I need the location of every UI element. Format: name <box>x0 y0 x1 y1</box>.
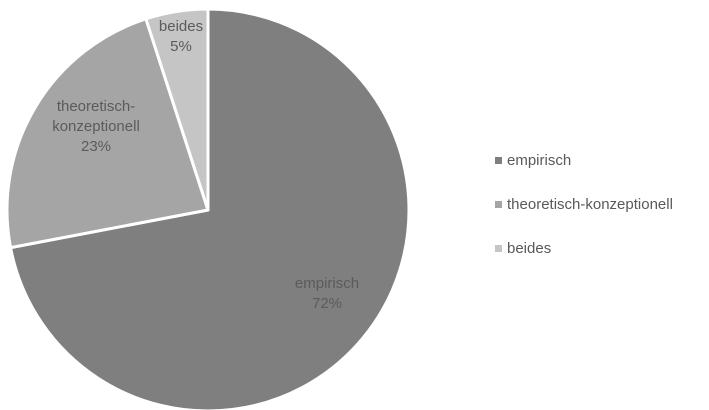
legend-item-beides: beides <box>495 238 707 258</box>
pie-slice-empirisch <box>9 7 411 410</box>
legend-swatch-theoretisch-konzeptionell <box>495 200 502 208</box>
data-label-theoretisch-konzeptionell-line-1: theoretisch- <box>57 98 135 115</box>
data-label-empirisch-line-2: 72% <box>312 295 342 312</box>
legend-label-theoretisch-konzeptionell: theoretisch-konzeptionell <box>507 195 673 213</box>
legend-item-theoretisch-konzeptionell: theoretisch-konzeptionell <box>495 194 707 214</box>
data-label-empirisch-line-1: empirisch <box>295 275 359 292</box>
legend-label-beides: beides <box>507 239 552 257</box>
legend-swatch-empirisch <box>495 156 502 164</box>
data-label-theoretisch-konzeptionell-line-3: 23% <box>81 138 111 155</box>
data-label-beides-line-2: 5% <box>170 38 192 55</box>
pie-slice-theoretisch-konzeptionell <box>5 17 210 250</box>
chart-legend: empirisch theoretisch-konzeptionell beid… <box>495 150 707 282</box>
legend-item-empirisch: empirisch <box>495 150 707 170</box>
legend-label-empirisch: empirisch <box>507 151 572 169</box>
pie-slice-beides <box>144 7 210 212</box>
legend-swatch-beides <box>495 244 502 252</box>
data-label-theoretisch-konzeptionell-line-2: konzeptionell <box>52 118 140 135</box>
data-label-beides-line-1: beides <box>159 18 203 35</box>
